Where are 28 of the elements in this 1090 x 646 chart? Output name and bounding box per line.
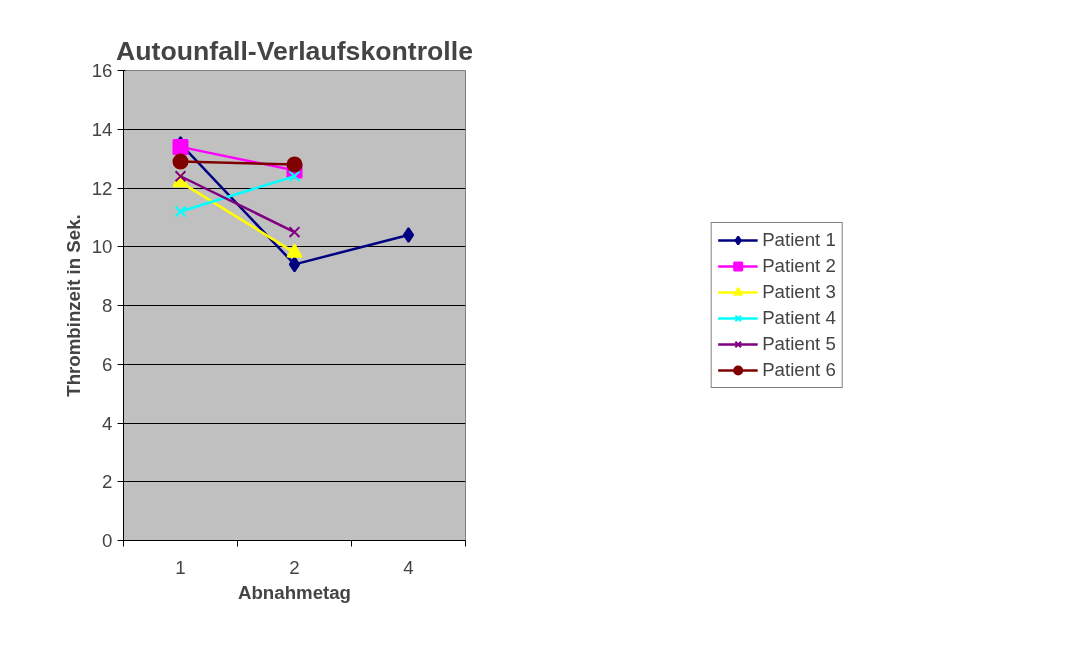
- point: [172, 153, 189, 170]
- legend-label: Patient 1: [762, 229, 836, 251]
- point: [402, 227, 415, 243]
- y-tick-label: 12: [91, 177, 113, 199]
- y-tick-label: 0: [102, 530, 113, 551]
- x-axis-title: Abnahmetag: [238, 581, 352, 603]
- legend-label: Patient 6: [762, 359, 836, 381]
- point: [288, 256, 301, 273]
- legend-label: Patient 4: [762, 307, 836, 329]
- point: [288, 170, 301, 183]
- point: [288, 226, 301, 239]
- y-axis-title: Thrombinzeit in Sek.: [62, 214, 84, 397]
- legend-label: Patient 2: [762, 255, 836, 277]
- y-tick-label: 8: [102, 295, 113, 316]
- y-tick-label: 2: [102, 471, 113, 493]
- x-tick-label: 1: [175, 556, 186, 578]
- x-tick-label: 4: [403, 556, 414, 578]
- x-tick-label: 2: [289, 556, 300, 578]
- chart-title: Autounfall-Verlaufskontrolle: [116, 35, 473, 66]
- point: [286, 156, 303, 173]
- point: [174, 205, 187, 218]
- legend-label: Patient 5: [762, 333, 836, 355]
- y-tick-label: 14: [91, 118, 113, 140]
- legend-label: Patient 3: [762, 281, 836, 303]
- y-tick-label: 16: [91, 60, 113, 81]
- y-tick-label: 10: [91, 236, 113, 258]
- y-tick-label: 6: [102, 353, 113, 375]
- y-tick-label: 4: [102, 412, 113, 434]
